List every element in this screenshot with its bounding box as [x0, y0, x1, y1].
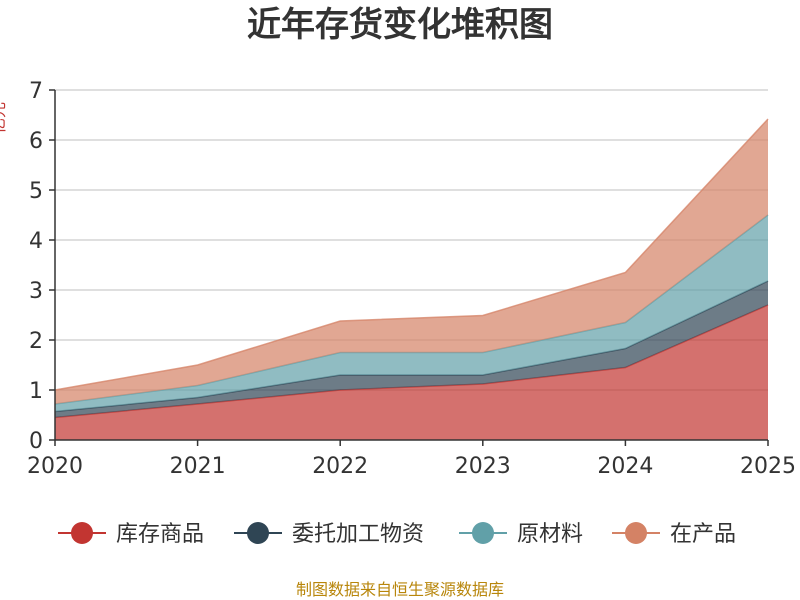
- legend-marker: [71, 522, 93, 544]
- legend-marker: [625, 522, 647, 544]
- legend-item[interactable]: 在产品: [612, 522, 736, 547]
- x-tick-label: 2023: [455, 454, 511, 479]
- chart-title: 近年存货变化堆积图: [247, 5, 553, 45]
- grid-lines: [55, 89, 768, 391]
- x-tick-label: 2024: [597, 454, 653, 479]
- legend-marker: [472, 522, 494, 544]
- area-series[interactable]: [55, 215, 768, 412]
- y-tick-label: 6: [29, 129, 43, 154]
- y-axis-label: 亿元: [0, 102, 8, 134]
- area-series[interactable]: [55, 305, 768, 440]
- y-tick-label: 0: [29, 429, 43, 454]
- legend-item[interactable]: 库存商品: [58, 522, 204, 547]
- area-series-group: [54, 118, 769, 440]
- y-tick-label: 2: [29, 329, 43, 354]
- x-tick-label: 2020: [27, 454, 83, 479]
- legend-label: 委托加工物资: [292, 522, 424, 547]
- legend-label: 原材料: [517, 522, 583, 547]
- legend-item[interactable]: 委托加工物资: [234, 522, 424, 547]
- x-tick-label: 2021: [170, 454, 226, 479]
- axes: 0 1 2 3 4 5 6 7 2020 2021 2022 2023 2024 2025: [27, 79, 796, 479]
- legend-label: 库存商品: [116, 522, 204, 547]
- legend-marker: [247, 522, 269, 544]
- legend[interactable]: 库存商品 委托加工物资 原材料 在产品: [58, 522, 736, 547]
- x-tick-label: 2022: [312, 454, 368, 479]
- y-tick-label: 1: [29, 379, 43, 404]
- legend-label: 在产品: [670, 522, 736, 547]
- x-tick-label: 2025: [740, 454, 796, 479]
- y-tick-label: 4: [29, 229, 43, 254]
- area-series[interactable]: [55, 119, 768, 404]
- series-line: [54, 118, 769, 391]
- legend-item[interactable]: 原材料: [459, 522, 583, 547]
- y-tick-label: 3: [29, 279, 43, 304]
- y-tick-label: 7: [29, 79, 43, 104]
- y-tick-label: 5: [29, 179, 43, 204]
- data-source-note: 制图数据来自恒生聚源数据库: [296, 580, 504, 599]
